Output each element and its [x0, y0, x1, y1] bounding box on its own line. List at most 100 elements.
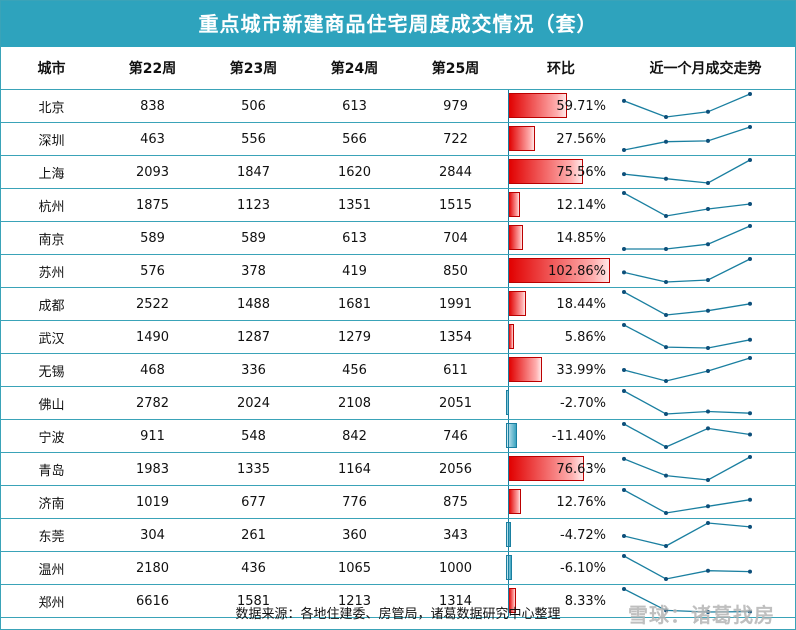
cell-city: 郑州 — [1, 584, 102, 618]
cell-w24: 842 — [304, 419, 405, 453]
trend-point — [622, 98, 626, 103]
trend-point — [748, 224, 752, 228]
table-row: 佛山 2782 2024 2108 2051 -2.70% — [1, 386, 795, 420]
cell-trend — [616, 320, 795, 354]
change-label: 14.85% — [556, 230, 606, 246]
table-row: 东莞 304 261 360 343 -4.72% — [1, 518, 795, 552]
trend-point — [748, 337, 752, 342]
cell-trend — [616, 551, 795, 585]
trend-point — [664, 176, 668, 181]
cell-w25: 979 — [405, 89, 506, 123]
change-bar — [508, 258, 610, 283]
cell-change: 102.86% — [506, 254, 616, 288]
cell-city: 东莞 — [1, 518, 102, 552]
trend-line — [623, 126, 751, 151]
change-label: -6.10% — [560, 560, 606, 576]
cell-w24: 360 — [304, 518, 405, 552]
cell-city: 南京 — [1, 221, 102, 255]
change-axis — [508, 222, 509, 254]
trend-point — [622, 172, 626, 177]
chart-title: 重点城市新建商品住宅周度成交情况（套） — [1, 1, 795, 47]
cell-city: 佛山 — [1, 386, 102, 420]
col-header-w25: 第25周 — [405, 47, 506, 90]
cell-w25: 1314 — [405, 584, 506, 618]
change-label: 59.71% — [556, 98, 606, 114]
trend-line — [623, 291, 751, 316]
cell-city: 无锡 — [1, 353, 102, 387]
trend-point — [664, 313, 668, 317]
cell-w22: 1490 — [102, 320, 203, 354]
cell-w23: 261 — [203, 518, 304, 552]
cell-trend — [616, 221, 795, 255]
change-label: 102.86% — [548, 263, 606, 279]
cell-w25: 2844 — [405, 155, 506, 189]
watermark: 雪球：诸葛找房 — [628, 603, 775, 627]
trend-point — [706, 504, 710, 509]
cell-w23: 1847 — [203, 155, 304, 189]
cell-w25: 1991 — [405, 287, 506, 321]
table-body: 北京 838 506 613 979 59.71% 深圳 463 556 566 722 27.56%… — [1, 89, 795, 618]
trend-point — [664, 214, 668, 218]
trend-point — [748, 524, 752, 529]
trend-point — [748, 497, 752, 502]
cell-change: -11.40% — [506, 419, 616, 453]
change-axis — [508, 519, 509, 551]
col-header-city: 城市 — [1, 47, 102, 90]
cell-trend — [616, 287, 795, 321]
change-axis — [508, 189, 509, 221]
cell-change: 76.63% — [506, 452, 616, 486]
trend-sparkline — [622, 587, 752, 614]
change-axis — [508, 387, 509, 419]
cell-w25: 1515 — [405, 188, 506, 222]
table-row: 成都 2522 1488 1681 1991 18.44% — [1, 287, 795, 321]
trend-point — [748, 432, 752, 437]
trend-point — [706, 568, 710, 573]
change-axis — [508, 354, 509, 386]
col-header-w22: 第22周 — [102, 47, 203, 90]
trend-point — [664, 379, 668, 383]
trend-point — [664, 577, 668, 581]
cell-w22: 2093 — [102, 155, 203, 189]
change-axis — [508, 288, 509, 320]
trend-point — [748, 257, 752, 261]
trend-line — [623, 159, 751, 184]
change-label: 8.33% — [564, 593, 606, 609]
data-table: 城市 第22周 第23周 第24周 第25周 环比 近一个月成交走势 北京 838… — [1, 47, 795, 618]
trend-point — [664, 280, 668, 284]
trend-line — [623, 93, 751, 118]
trend-point — [622, 368, 626, 372]
change-label: 18.44% — [556, 296, 606, 312]
table-row: 杭州 1875 1123 1351 1515 12.14% — [1, 188, 795, 222]
trend-sparkline — [622, 158, 752, 185]
cell-change: 12.14% — [506, 188, 616, 222]
cell-w23: 556 — [203, 122, 304, 156]
cell-w23: 1123 — [203, 188, 304, 222]
cell-trend — [616, 584, 795, 618]
change-label: 12.76% — [556, 494, 606, 510]
trend-line — [623, 258, 751, 283]
cell-w24: 1213 — [304, 584, 405, 618]
trend-point — [664, 511, 668, 515]
trend-point — [748, 158, 752, 162]
cell-trend — [616, 254, 795, 288]
cell-city: 武汉 — [1, 320, 102, 354]
change-axis — [508, 486, 509, 518]
cell-w22: 1875 — [102, 188, 203, 222]
cell-w23: 589 — [203, 221, 304, 255]
trend-sparkline — [622, 521, 752, 548]
trend-point — [664, 473, 668, 478]
change-axis — [508, 156, 509, 188]
trend-point — [706, 207, 710, 211]
change-axis — [508, 123, 509, 155]
change-bar — [508, 93, 568, 118]
cell-w22: 2522 — [102, 287, 203, 321]
trend-point — [706, 138, 710, 143]
trend-point — [664, 345, 668, 350]
cell-w25: 1354 — [405, 320, 506, 354]
trend-point — [664, 608, 668, 613]
change-bar — [508, 225, 523, 250]
cell-change: 8.33% — [506, 584, 616, 618]
trend-point — [748, 125, 752, 129]
cell-city: 青岛 — [1, 452, 102, 486]
